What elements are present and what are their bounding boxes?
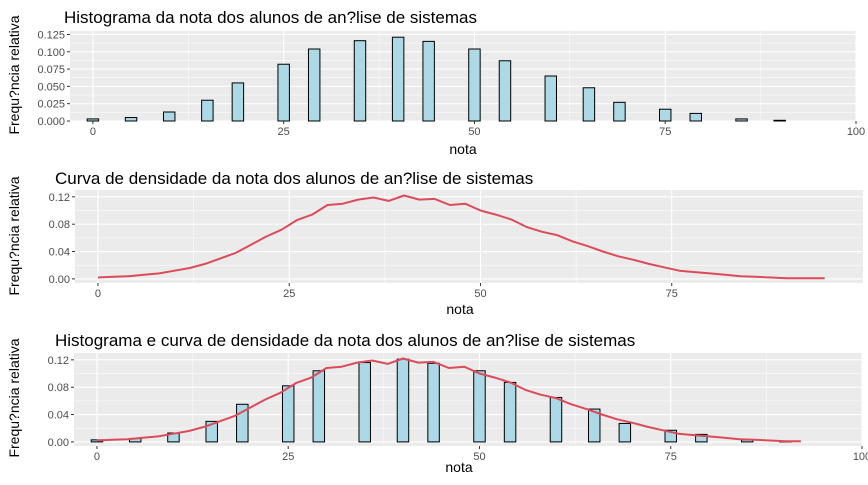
histogram-bar [689, 112, 702, 122]
x-tick-label: 25 [282, 451, 294, 463]
chart1-y-axis-label: Frequ?ncia relativa [6, 15, 22, 134]
y-tick-label: 0.04 [49, 247, 70, 259]
chart3-density [96, 357, 801, 443]
x-tick-label: 75 [665, 451, 677, 463]
chart3-panel [74, 353, 862, 446]
chart2-y-ticks: 0.00 0.04 0.08 0.12 [49, 192, 75, 286]
chart2-panel [75, 190, 863, 283]
chart2-title: Curva de densidade da nota dos alunos de… [55, 169, 533, 188]
chart2-x-axis-label: nota [446, 301, 473, 317]
chart1-bars [86, 36, 786, 122]
y-tick-label: 0.12 [49, 192, 70, 204]
histogram-bar [613, 101, 626, 122]
chart2-y-axis-label: Frequ?ncia relativa [6, 176, 22, 295]
chart1-panel [70, 31, 856, 121]
histogram-bar [473, 370, 486, 443]
y-tick-label: 0.08 [48, 382, 69, 394]
histogram-bar [277, 63, 290, 122]
y-tick-label: 0.000 [37, 116, 65, 128]
histogram-bar [735, 118, 748, 122]
histogram-bar [773, 119, 786, 122]
x-tick-label: 100 [847, 126, 865, 138]
chart1-y-ticks: 0.000 0.025 0.050 0.075 0.100 0.125 [37, 29, 70, 128]
chart3-title: Histograma e curva de densidade da nota … [55, 331, 635, 350]
x-tick-label: 100 [853, 451, 868, 463]
histogram-bar [281, 385, 295, 443]
chart1-gridlines [70, 31, 857, 122]
histogram-bar [549, 396, 563, 443]
chart1-title: Histograma da nota dos alunos de an?lise… [64, 8, 477, 27]
histogram-bar [353, 40, 367, 122]
histogram-bar [201, 99, 214, 122]
density-curve [96, 357, 801, 443]
chart-histogram: Histograma da nota dos alunos de an?lise… [6, 8, 865, 157]
histogram-bar [205, 420, 218, 443]
chart3-y-ticks: 0.00 0.04 0.08 0.12 [48, 355, 74, 449]
histogram-bar [396, 358, 410, 443]
histogram-bar [236, 403, 249, 443]
chart2-gridlines [75, 190, 863, 283]
chart3-bars [90, 358, 792, 443]
y-tick-label: 0.025 [37, 99, 65, 111]
y-tick-label: 0.04 [48, 410, 69, 422]
x-tick-label: 75 [659, 126, 671, 138]
histogram-bar [582, 87, 596, 122]
y-tick-label: 0.08 [49, 219, 70, 231]
y-tick-label: 0.075 [37, 64, 65, 76]
histogram-bar [307, 48, 321, 122]
x-tick-label: 50 [473, 451, 485, 463]
histogram-bar [312, 370, 326, 443]
chart3-x-axis-label: nota [445, 459, 472, 475]
histogram-bar [391, 36, 405, 122]
histogram-bar [695, 433, 708, 443]
chart2-density [97, 194, 825, 280]
histogram-bar [498, 60, 512, 122]
chart3-x-ticks: 0 25 50 75 100 [94, 446, 868, 463]
y-tick-label: 0.100 [37, 47, 65, 59]
x-tick-label: 0 [95, 288, 101, 300]
histogram-bar [664, 429, 677, 443]
histogram-bar [231, 82, 245, 122]
histogram-bar [358, 362, 371, 443]
x-tick-label: 25 [283, 288, 295, 300]
histogram-bar [618, 422, 632, 443]
chart-histogram-density: Histograma e curva de densidade da nota … [6, 331, 868, 475]
x-tick-label: 25 [278, 126, 290, 138]
histogram-bar [162, 111, 176, 122]
x-tick-label: 50 [474, 288, 486, 300]
chart3-gridlines [74, 353, 863, 446]
y-tick-label: 0.00 [48, 437, 69, 449]
y-tick-label: 0.12 [48, 355, 69, 367]
histogram-bar [468, 48, 481, 122]
chart1-x-axis-label: nota [449, 141, 476, 157]
histogram-bar [427, 362, 440, 443]
chart2-x-ticks: 0 25 50 75 [95, 283, 678, 300]
y-tick-label: 0.00 [49, 274, 70, 286]
x-tick-label: 75 [666, 288, 678, 300]
histogram-bar [659, 108, 672, 122]
x-tick-label: 50 [468, 126, 480, 138]
chart1-x-ticks: 0 25 50 75 100 [90, 121, 865, 138]
histogram-bar [544, 75, 557, 122]
x-tick-label: 0 [90, 126, 96, 138]
histogram-bar [422, 40, 435, 122]
histogram-bar [124, 117, 138, 122]
density-curve [97, 194, 825, 280]
y-tick-label: 0.050 [37, 81, 65, 93]
histogram-bar [86, 118, 100, 122]
histogram-bar [503, 381, 517, 443]
y-tick-label: 0.125 [37, 29, 65, 41]
chart3-y-axis-label: Frequ?ncia relativa [6, 338, 22, 457]
chart-density: Curva de densidade da nota dos alunos de… [6, 169, 863, 317]
histogram-bar [587, 408, 601, 443]
x-tick-label: 0 [94, 451, 100, 463]
